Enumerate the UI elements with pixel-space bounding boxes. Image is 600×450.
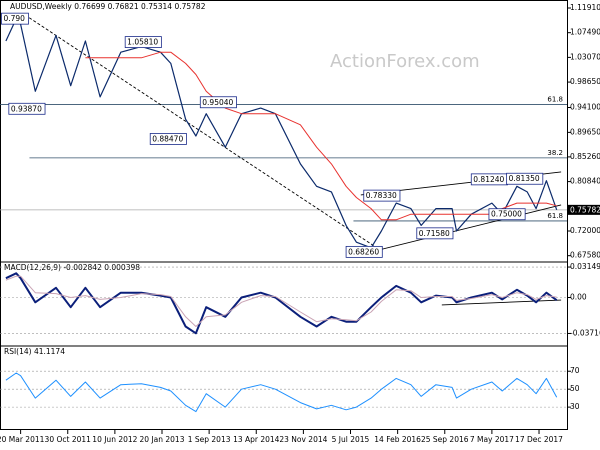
x-tick-label: 30 Oct 2011 (45, 435, 92, 444)
trendline (441, 299, 562, 306)
annotation-box (488, 208, 526, 221)
y-tick-label: 0.80840 (570, 177, 600, 186)
y-tick-label: 0.00 (570, 293, 587, 302)
annotation-label: 0.95040 (202, 98, 233, 107)
trendline (371, 204, 562, 253)
annotation-box (199, 96, 237, 109)
y-tick-label: 0.031493 (570, 262, 600, 271)
x-tick-label: 7 May 2017 (470, 435, 514, 444)
y-tick-label: 0.94100 (570, 103, 600, 112)
x-tick-label: 17 Dec 2017 (515, 435, 563, 444)
chart-title: AUDUSD,Weekly 0.76699 0.76821 0.75314 0.… (10, 2, 206, 11)
macd-title: MACD(12,26,9) -0.002842 0.000398 (4, 263, 140, 272)
rsi-title: RSI(14) 41.1174 (4, 347, 65, 356)
y-tick-label: 0.72000 (570, 226, 600, 235)
annotation-label: 0.68260 (348, 247, 379, 256)
x-tick-label: 20 Jan 2013 (140, 435, 185, 444)
annotation-box (149, 133, 187, 145)
trendline (24, 14, 381, 251)
annotation-label: 1.05810 (127, 38, 158, 47)
annotation-label: 0.81240 (473, 175, 504, 184)
y-tick-label: 50 (570, 384, 580, 393)
annotation-label: 0.88470 (152, 134, 183, 143)
y-tick-label: -0.037164 (570, 328, 600, 337)
y-tick-label: 0.67580 (570, 251, 600, 260)
annotation-label: 0.71580 (419, 229, 450, 238)
y-tick-label: 0.98650 (570, 77, 600, 86)
annotation-label: 0.790 (3, 14, 25, 23)
x-tick-label: 1 Sep 2013 (188, 435, 231, 444)
watermark: ActionForex.com (330, 51, 480, 72)
annotation-box (124, 36, 162, 48)
fib-label: 38.2 (547, 149, 563, 157)
annotation-label: 0.81350 (509, 174, 540, 183)
annotation-box (416, 227, 454, 240)
y-tick-label: 30 (570, 402, 580, 411)
annotation-label: 0.75000 (491, 210, 522, 219)
y-tick-label: 1.03070 (570, 52, 600, 61)
x-tick-label: 10 Jun 2012 (92, 435, 137, 444)
x-tick-label: 25 Sep 2016 (421, 435, 469, 444)
annotation-box (363, 189, 401, 202)
y-tick-label: 1.07490 (570, 28, 600, 37)
x-tick-label: 14 Feb 2016 (374, 435, 421, 444)
annotation-box (8, 102, 46, 115)
annotation-label: 0.93870 (11, 104, 42, 113)
annotation-box (345, 245, 383, 258)
series-line (5, 372, 558, 413)
fib-label: 61.8 (547, 212, 563, 220)
annotation-box (1, 12, 29, 25)
annotation-label: 0.78330 (366, 191, 397, 200)
fib-label: 61.8 (547, 95, 563, 103)
y-tick-label: 0.89650 (570, 127, 600, 136)
x-tick-label: 13 Apr 2014 (233, 435, 280, 444)
y-tick-label: 70 (570, 366, 580, 375)
y-tick-label: 0.85260 (570, 152, 600, 161)
x-tick-label: 5 Jul 2015 (332, 435, 370, 444)
x-tick-label: 23 Nov 2014 (279, 435, 327, 444)
y-tick-label: 1.11910 (570, 3, 600, 12)
annotation-box (506, 172, 544, 185)
last-price-box (568, 204, 600, 215)
frame (0, 0, 568, 430)
series-line (5, 275, 557, 327)
x-tick-label: 20 Mar 2011 (0, 435, 45, 444)
last-price-label: 0.75782 (570, 205, 600, 214)
series-line (5, 18, 558, 249)
